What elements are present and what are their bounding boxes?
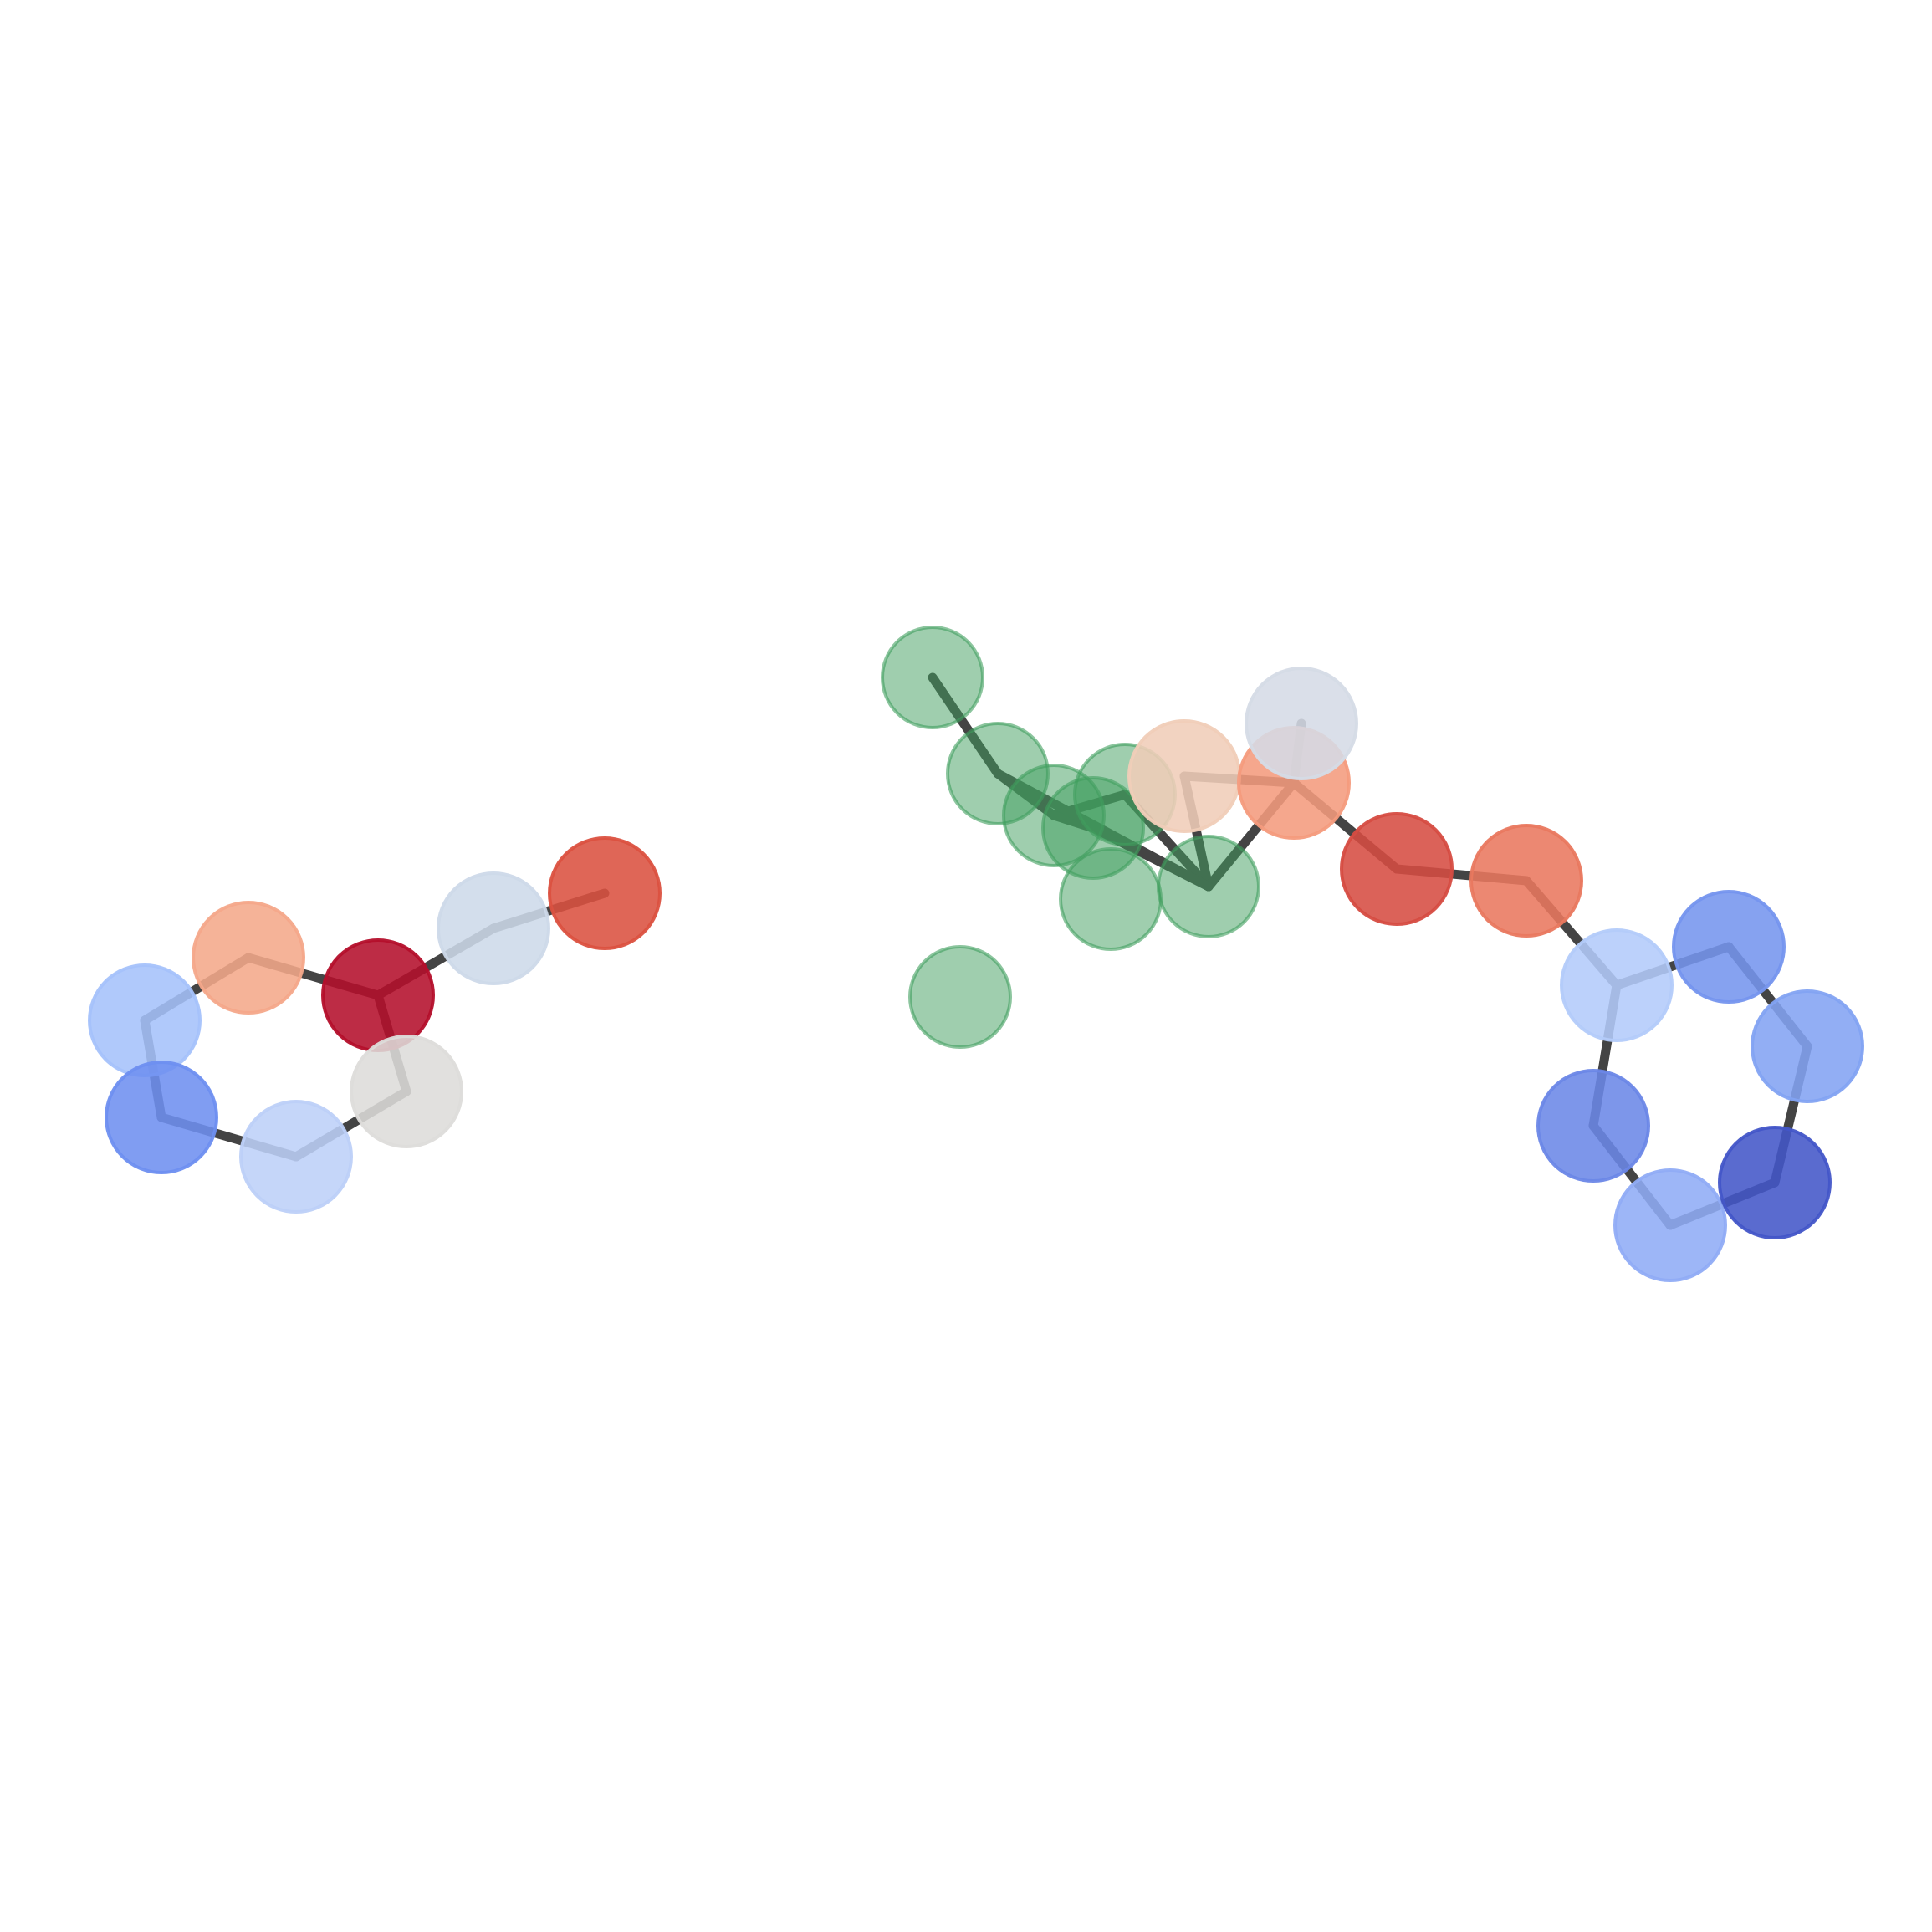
- atom-c3: [1751, 989, 1864, 1103]
- atom-b1: [881, 626, 984, 729]
- atom-c1: [1560, 928, 1674, 1042]
- atom-b6: [1041, 776, 1145, 880]
- atom-b7: [1157, 835, 1260, 938]
- atom-a8: [350, 1035, 463, 1148]
- atom-b12: [1340, 812, 1454, 926]
- atom-b11: [1245, 667, 1358, 780]
- atom-a6: [105, 1061, 218, 1174]
- atom-a4: [437, 871, 550, 985]
- atom-a5: [548, 836, 662, 950]
- atom-a1: [88, 963, 202, 1077]
- atoms-layer: [88, 626, 1864, 1282]
- atom-c4: [1536, 1069, 1650, 1183]
- atom-a7: [239, 1100, 353, 1214]
- atom-a3: [321, 938, 435, 1052]
- atom-b13: [1469, 824, 1583, 938]
- atom-b8: [908, 945, 1012, 1049]
- atom-b9: [1127, 719, 1241, 833]
- atom-a2: [192, 901, 305, 1015]
- atom-c2: [1672, 890, 1786, 1004]
- atom-c6: [1718, 1126, 1832, 1239]
- atom-c5: [1613, 1168, 1727, 1282]
